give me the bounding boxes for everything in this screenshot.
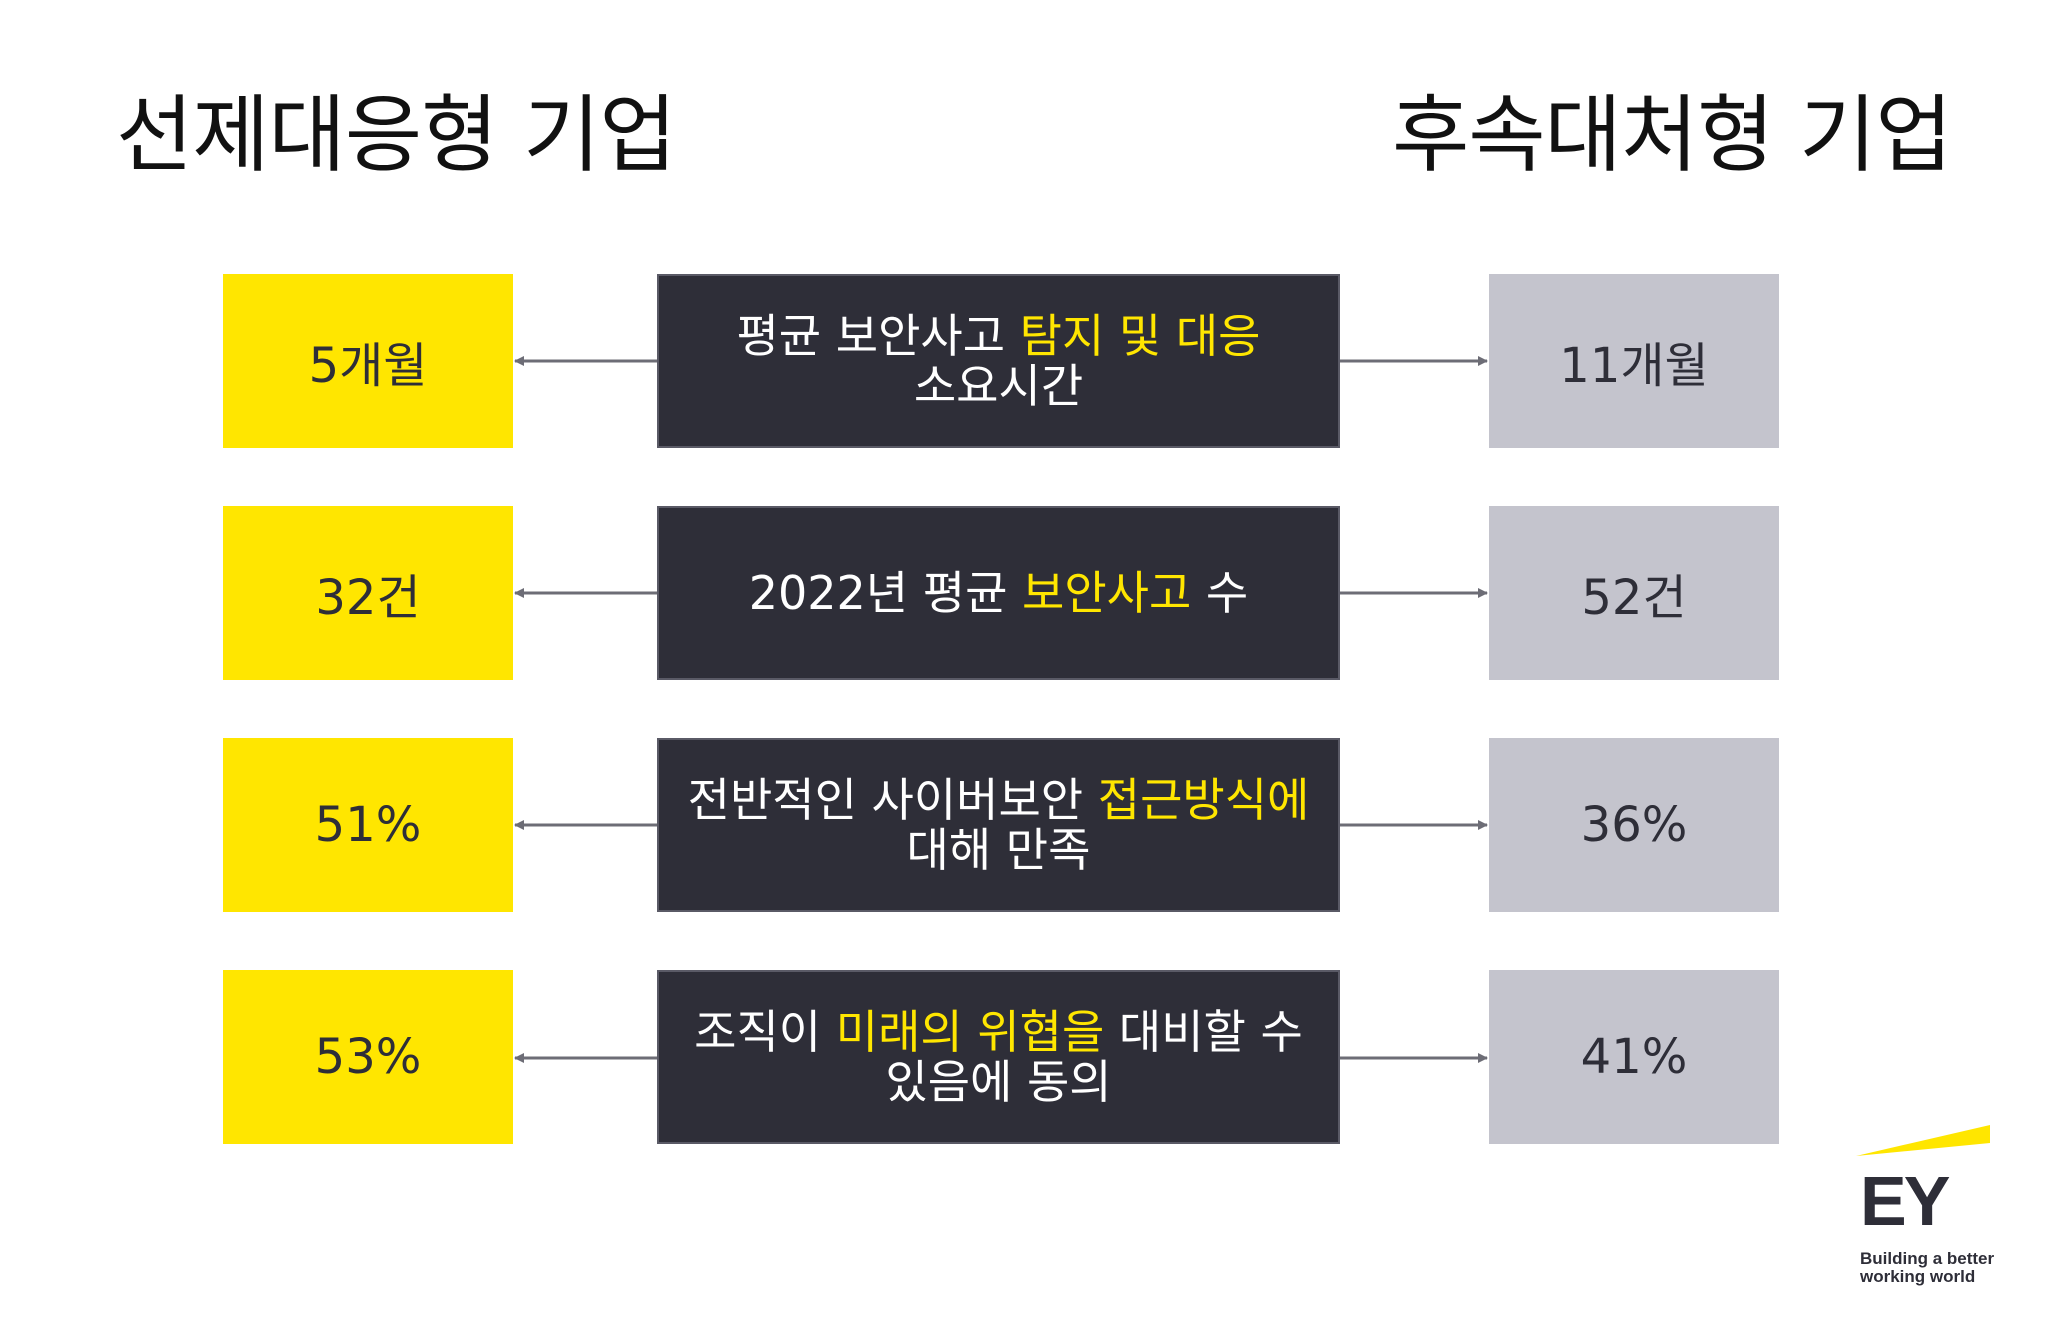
metric-highlight: 보안사고 bbox=[1022, 566, 1192, 620]
metric-label: 2022년 평균 보안사고 수 bbox=[749, 568, 1249, 618]
metric-text: 대비할 수 bbox=[1104, 1005, 1303, 1059]
reactive-value-box: 36% bbox=[1489, 738, 1779, 912]
metric-line-2: 소요시간 bbox=[736, 361, 1260, 411]
metric-label: 평균 보안사고 탐지 및 대응 소요시간 bbox=[736, 311, 1260, 411]
reactive-value-box: 11개월 bbox=[1489, 274, 1779, 448]
heading-proactive-companies: 선제대응형 기업 bbox=[116, 86, 677, 184]
metric-line-1: 2022년 평균 보안사고 수 bbox=[749, 568, 1249, 618]
heading-reactive-companies: 후속대처형 기업 bbox=[1392, 86, 1953, 184]
ey-tagline-line-2: working world bbox=[1860, 1267, 1976, 1286]
metric-text: 2022년 평균 bbox=[748, 566, 1023, 620]
proactive-value: 32건 bbox=[315, 570, 421, 626]
metric-line-2: 대해 만족 bbox=[688, 825, 1310, 875]
metric-text: 전반적인 사이버보안 bbox=[687, 773, 1098, 827]
metric-label: 전반적인 사이버보안 접근방식에 대해 만족 bbox=[688, 775, 1310, 875]
ey-letters: EY bbox=[1860, 1162, 1950, 1240]
ey-tagline: Building a better working world bbox=[1860, 1250, 1994, 1286]
ey-beam-icon bbox=[1856, 1125, 1990, 1156]
metric-box: 전반적인 사이버보안 접근방식에 대해 만족 bbox=[657, 738, 1340, 912]
reactive-value-box: 52건 bbox=[1489, 506, 1779, 680]
proactive-value: 51% bbox=[314, 797, 422, 853]
ey-logo: EY Building a better working world bbox=[1856, 1124, 2016, 1304]
metric-text: 대해 만족 bbox=[906, 823, 1091, 877]
proactive-value-box: 5개월 bbox=[223, 274, 513, 448]
metric-line-1: 조직이 미래의 위협을 대비할 수 bbox=[694, 1007, 1303, 1057]
reactive-value: 11개월 bbox=[1559, 338, 1709, 394]
proactive-value: 53% bbox=[314, 1029, 422, 1085]
metric-line-2: 있음에 동의 bbox=[694, 1057, 1303, 1107]
metric-text: 평균 보안사고 bbox=[736, 309, 1020, 363]
metric-text: 조직이 bbox=[694, 1005, 836, 1059]
metric-highlight: 탐지 및 대응 bbox=[1019, 309, 1261, 363]
metric-highlight: 미래의 위협을 bbox=[835, 1005, 1105, 1059]
reactive-value-box: 41% bbox=[1489, 970, 1779, 1144]
reactive-value: 52건 bbox=[1581, 570, 1687, 626]
reactive-value: 36% bbox=[1580, 797, 1688, 853]
metric-label: 조직이 미래의 위협을 대비할 수 있음에 동의 bbox=[694, 1007, 1303, 1107]
metric-box: 평균 보안사고 탐지 및 대응 소요시간 bbox=[657, 274, 1340, 448]
metric-box: 2022년 평균 보안사고 수 bbox=[657, 506, 1340, 680]
reactive-value: 41% bbox=[1580, 1029, 1688, 1085]
proactive-value-box: 53% bbox=[223, 970, 513, 1144]
metric-text: 소요시간 bbox=[913, 359, 1084, 413]
ey-tagline-line-1: Building a better bbox=[1860, 1249, 1995, 1268]
metric-box: 조직이 미래의 위협을 대비할 수 있음에 동의 bbox=[657, 970, 1340, 1144]
proactive-value: 5개월 bbox=[308, 338, 428, 394]
proactive-value-box: 32건 bbox=[223, 506, 513, 680]
metric-line-1: 전반적인 사이버보안 접근방식에 bbox=[688, 775, 1310, 825]
metric-text: 있음에 동의 bbox=[885, 1055, 1112, 1109]
proactive-value-box: 51% bbox=[223, 738, 513, 912]
metric-line-1: 평균 보안사고 탐지 및 대응 bbox=[736, 311, 1260, 361]
metric-highlight: 접근방식에 bbox=[1097, 773, 1310, 827]
metric-text: 수 bbox=[1191, 566, 1249, 620]
